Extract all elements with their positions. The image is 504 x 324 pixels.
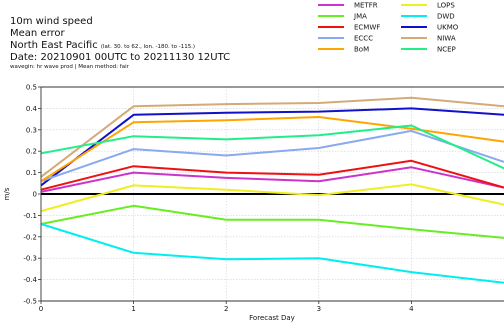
x-tick-label: 0: [39, 305, 43, 313]
y-tick-label: 0.4: [26, 105, 38, 113]
region-label: North East Pacific (lat. 30. to 62., lon…: [10, 40, 195, 51]
legend-label-bom: BoM: [354, 46, 369, 54]
y-tick-label: 0: [33, 191, 37, 199]
legend-label-metfr: METFR: [354, 2, 378, 10]
region-bounds: (lat. 30. to 62., lon. -180. to -115.): [100, 44, 196, 50]
x-tick-label: 1: [131, 305, 135, 313]
date-range: Date: 20210901 00UTC to 20211130 12UTC: [10, 52, 231, 63]
series-line-lops: [40, 183, 504, 213]
method-note: wavegin: hr wave prod | Mean method: fai…: [10, 64, 129, 70]
series-line-metfr: [40, 166, 504, 193]
legend-label-ncep: NCEP: [437, 46, 456, 54]
x-tick-label: 2: [224, 305, 228, 313]
series-line-bom: [40, 116, 504, 183]
x-axis-label: Forecast Day: [249, 314, 295, 322]
y-tick-label: -0.3: [23, 255, 37, 263]
series-line-ukmo: [40, 107, 504, 187]
legend-label-ukmo: UKMO: [437, 24, 459, 32]
y-tick-label: 0.2: [26, 148, 37, 156]
y-axis-label: m/s: [3, 187, 11, 200]
chart-title: 10m wind speed: [10, 16, 93, 27]
y-tick-label: 0.1: [26, 169, 37, 177]
y-tick-label: -0.5: [23, 298, 37, 306]
legend-label-niwa: NIWA: [437, 35, 456, 43]
y-tick-label: -0.2: [23, 233, 37, 241]
series-line-eccc: [40, 129, 504, 183]
series-line-ncep: [40, 124, 504, 170]
series-line-niwa: [40, 96, 504, 178]
y-tick-label: 0.5: [26, 84, 37, 92]
series-line-jma: [40, 204, 504, 239]
legend-label-jma: JMA: [353, 13, 367, 21]
series-lines: [40, 96, 504, 284]
chart-subtitle: Mean error: [10, 28, 65, 39]
y-tick-label: -0.1: [23, 212, 37, 220]
series-line-dwd: [40, 223, 504, 284]
legend-label-eccc: ECCC: [354, 35, 373, 43]
series-line-ecmwf: [40, 159, 504, 191]
axes: -0.5 -0.4 -0.3 -0.2 -0.1 0 0.1 0.2 0.3 0.4 0.5 0 1 2 3…: [23, 84, 504, 313]
legend-label-lops: LOPS: [437, 2, 455, 10]
x-tick-label: 3: [317, 305, 321, 313]
legend: METFR LOPS JMA DWD ECMWF UKMO ECCC NIWA BoM NCEP: [318, 2, 459, 54]
region-name: North East Pacific: [10, 40, 98, 51]
y-tick-label: 0.3: [26, 126, 37, 134]
y-tick-label: -0.4: [23, 276, 37, 284]
legend-label-dwd: DWD: [437, 13, 455, 21]
legend-label-ecmwf: ECMWF: [354, 24, 380, 32]
x-tick-label: 4: [409, 305, 414, 313]
